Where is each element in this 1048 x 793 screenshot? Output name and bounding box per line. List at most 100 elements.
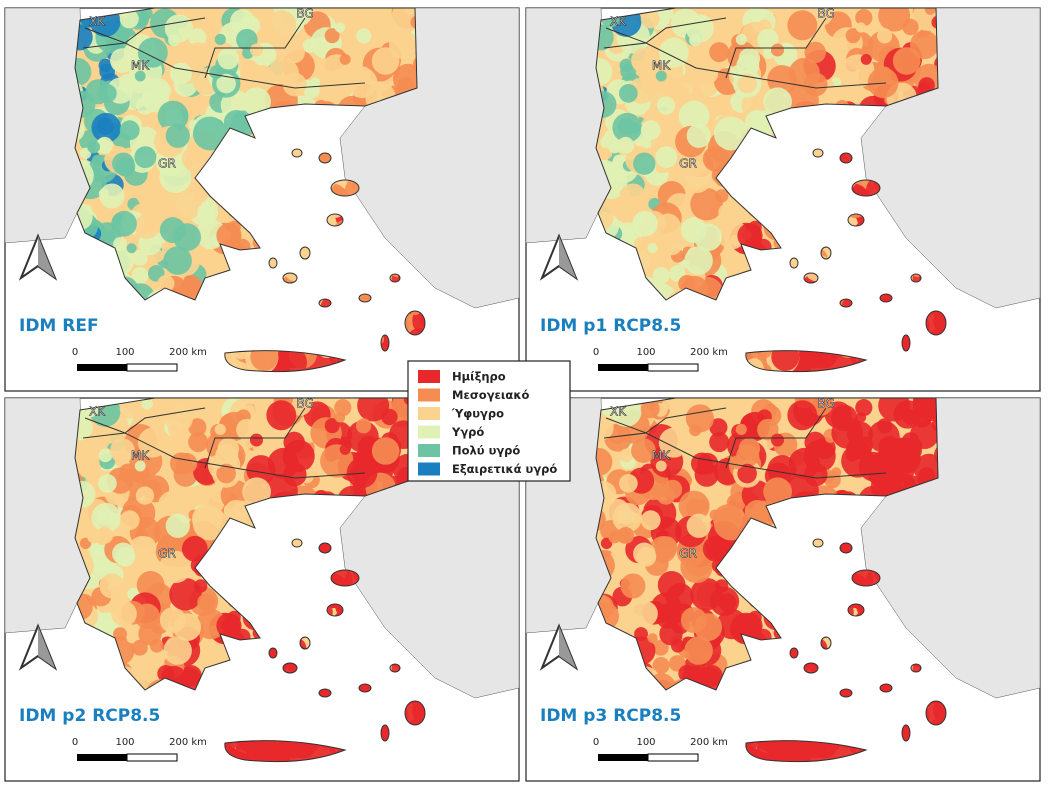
zone-patch [192, 116, 227, 151]
zone-patch [709, 418, 728, 437]
scale-bar-black [77, 364, 127, 371]
zone-patch [902, 18, 919, 36]
zone-patch [209, 65, 223, 79]
zone-patch [763, 87, 792, 117]
zone-patch [684, 246, 713, 275]
zone-patch [216, 463, 236, 484]
zone-patch [685, 404, 714, 433]
zone-patch [690, 187, 723, 221]
zone-patch [622, 619, 636, 633]
map-panel: XK MK BG GR IDM REF 0 100 200 km [4, 6, 520, 392]
legend-label: Ημίξηρο [452, 370, 506, 384]
zone-patch [620, 183, 646, 209]
zone-patch [119, 120, 140, 141]
scale-bar-black [77, 754, 127, 761]
zone-patch [134, 146, 157, 169]
scale-label: 100 [636, 347, 655, 358]
zone-patch [738, 47, 761, 70]
zone-patch [596, 57, 613, 86]
zone-patch [181, 535, 208, 562]
zone-patch [135, 486, 155, 505]
zone-patch [216, 223, 242, 249]
zone-patch [126, 243, 137, 254]
zone-patch [357, 398, 390, 422]
zone-patch [658, 37, 689, 68]
zone-patch [804, 431, 826, 454]
country-label: XK [610, 15, 627, 29]
legend-swatch [418, 370, 440, 383]
zone-patch [111, 600, 137, 627]
zone-patch [713, 506, 748, 541]
scale-bar-white [647, 753, 699, 762]
zone-patch [266, 10, 297, 41]
zone-patch [91, 112, 121, 143]
country-label: MK [131, 59, 150, 73]
zone-patch [75, 204, 93, 230]
zone-patch [266, 400, 297, 431]
zone-patch [640, 399, 660, 419]
zone-patch [249, 433, 264, 447]
zone-patch [389, 30, 418, 60]
zone-patch [678, 665, 696, 683]
zone-patch [157, 100, 189, 132]
panel-title: IDM p1 RCP8.5 [540, 316, 681, 336]
zone-patch [96, 136, 114, 154]
zone-patch [134, 536, 157, 559]
zone-patch [99, 573, 125, 599]
zone-patch [658, 427, 689, 458]
zone-patch [112, 542, 135, 565]
zone-patch [157, 275, 175, 293]
zone-patch [686, 513, 711, 538]
scale-label: 0 [72, 737, 78, 748]
country-label: XK [610, 405, 627, 419]
zone-patch [652, 266, 670, 284]
zone-patch [633, 542, 656, 565]
country-label: GR [679, 547, 697, 561]
legend-label: Ύφυγρο [451, 407, 504, 421]
scale-label: 0 [72, 347, 78, 358]
zone-patch [855, 399, 873, 417]
scale-label: 0 [593, 737, 599, 748]
zone-patch [924, 398, 936, 405]
zone-patch [197, 593, 216, 612]
country-label: BG [817, 7, 834, 21]
zone-patch [134, 70, 146, 82]
zone-patch [787, 10, 818, 41]
zone-patch [652, 249, 669, 266]
zone-patch [188, 42, 209, 63]
zone-patch [709, 28, 728, 47]
zone-patch [188, 418, 207, 437]
zone-patch [730, 455, 744, 469]
zone-patch [169, 452, 192, 475]
zone-patch [164, 14, 193, 43]
legend-label: Πολύ υγρό [452, 444, 520, 458]
zone-patch [709, 432, 730, 453]
zone-patch [356, 418, 372, 434]
zone-patch [767, 65, 797, 95]
zone-patch [877, 66, 892, 82]
zone-patch [236, 28, 258, 51]
zone-patch [131, 249, 148, 266]
zone-patch [134, 603, 160, 629]
zone-patch [181, 145, 208, 172]
legend-swatch [418, 407, 440, 420]
zone-patch [209, 455, 223, 469]
scale-label: 200 km [169, 737, 207, 748]
zone-patch [620, 573, 646, 599]
zone-patch [119, 510, 140, 531]
zone-patch [216, 73, 236, 94]
legend-swatch [418, 444, 440, 457]
zone-patch [110, 48, 135, 73]
zone-patch [98, 58, 113, 73]
zone-patch [141, 8, 153, 20]
zone-patch [99, 183, 125, 209]
zone-patch [131, 266, 149, 284]
zone-patch [612, 112, 642, 143]
zone-patch [119, 9, 139, 29]
zone-patch [804, 41, 826, 64]
zone-patch [188, 28, 207, 47]
zone-patch [860, 53, 872, 65]
zone-patch [622, 229, 636, 243]
map-panel: XK MK BG GR IDM p3 RCP8.5 0 100 200 km [525, 396, 1041, 782]
zone-patch [686, 123, 711, 148]
